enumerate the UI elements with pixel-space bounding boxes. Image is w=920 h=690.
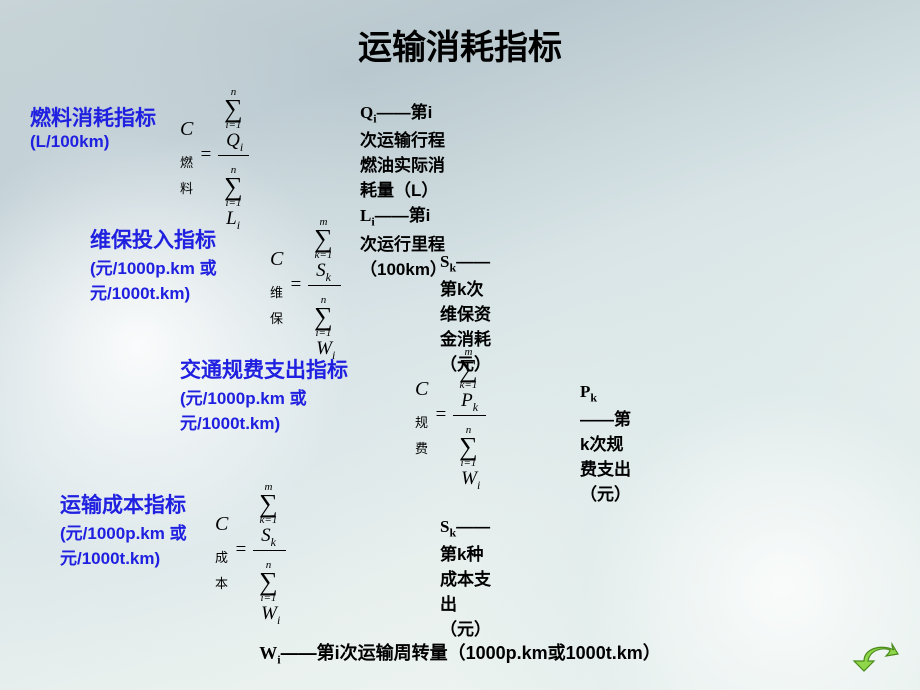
fraction: m∑k=1Sk n∑i=1Wi (253, 475, 286, 626)
label-maint-main: 维保投入指标 (90, 224, 270, 254)
formula-trafficfee: C规费 = m∑k=1Pk n∑i=1Wi (415, 340, 486, 491)
back-arrow-icon[interactable] (852, 636, 900, 672)
label-fee-main: 交通规费支出指标 (180, 354, 380, 384)
label-fuel: 燃料消耗指标 (L/100km) (30, 102, 190, 152)
formula-C: C维保 (270, 248, 283, 323)
label-maint-sub: (元/1000p.km 或 元/1000t.km) (90, 254, 270, 304)
desc-cost: Sk——第k种成本支出（元） (440, 517, 491, 640)
footer-note: Wi——第i次运输周转量（1000p.km或1000t.km） (0, 639, 920, 668)
formula-C: C成本 (215, 513, 228, 588)
desc-fuel: Qi——第i次运输行程燃油实际消耗量（L） Li——第i次运行里程（100km） (360, 98, 447, 280)
formula-maintenance: C维保 = m∑k=1Sk n∑i=1Wi (270, 210, 341, 361)
label-cost-main: 运输成本指标 (60, 489, 240, 519)
page-title: 运输消耗指标 (0, 20, 920, 69)
fraction: m∑k=1Sk n∑i=1Wi (308, 210, 341, 361)
label-fuel-main: 燃料消耗指标 (30, 102, 190, 132)
label-fee-sub: (元/1000p.km 或 元/1000t.km) (180, 384, 380, 434)
formula-C: C燃料 (180, 118, 193, 193)
label-trafficfee: 交通规费支出指标 (元/1000p.km 或 元/1000t.km) (180, 354, 380, 434)
formula-fuel: C燃料 = n∑i=1Qi n∑i=1Li (180, 80, 249, 231)
formula-C: C规费 (415, 378, 428, 453)
fraction: n∑i=1Qi n∑i=1Li (218, 80, 249, 231)
label-maintenance: 维保投入指标 (元/1000p.km 或 元/1000t.km) (90, 224, 270, 304)
formula-cost: C成本 = m∑k=1Sk n∑i=1Wi (215, 475, 286, 626)
fraction: m∑k=1Pk n∑i=1Wi (453, 340, 486, 491)
desc-trafficfee: Pk——第k次规费支出（元） (580, 382, 631, 505)
label-cost-sub: (元/1000p.km 或 元/1000t.km) (60, 519, 240, 569)
label-fuel-sub: (L/100km) (30, 132, 190, 152)
label-cost: 运输成本指标 (元/1000p.km 或 元/1000t.km) (60, 489, 240, 569)
